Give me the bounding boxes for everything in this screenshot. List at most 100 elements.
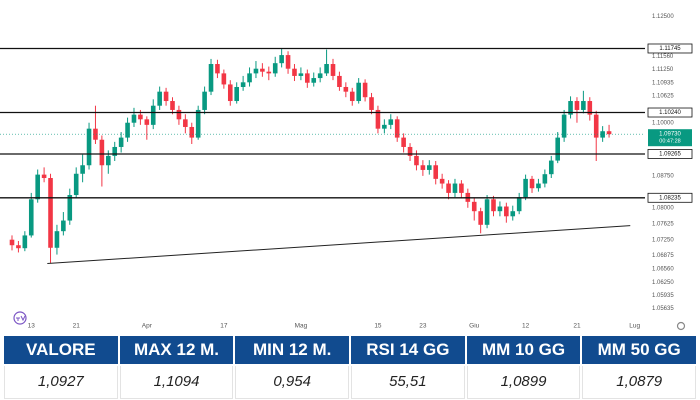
x-tick-label: 15 <box>374 323 382 330</box>
candle-body <box>581 101 586 110</box>
candle-body <box>112 146 118 156</box>
countdown-label: 00:47:28 <box>659 139 680 145</box>
stats-table: VALORE 1,0927 MAX 12 M. 1,1094 MIN 12 M. 0,95… <box>4 336 697 399</box>
candle-body <box>349 91 355 102</box>
x-tick-label: 13 <box>28 323 36 330</box>
candle-body <box>337 75 342 87</box>
candle-body <box>227 84 233 102</box>
candle-body <box>202 91 207 110</box>
table-column: MAX 12 M. 1,1094 <box>119 336 234 399</box>
candle-body <box>317 73 323 79</box>
x-tick-label: 21 <box>73 323 81 330</box>
candle-body <box>369 97 374 110</box>
candle-body <box>54 231 60 248</box>
candle-body <box>497 206 503 212</box>
value-cell: 1,0899 <box>466 366 581 399</box>
candle-body <box>491 199 496 212</box>
y-tick-label: 1.06250 <box>652 280 674 286</box>
y-tick-label: 1.07250 <box>652 237 674 243</box>
candle-body <box>138 114 143 120</box>
candle-body <box>459 183 464 193</box>
trendline <box>47 225 631 265</box>
candle-body <box>510 211 516 217</box>
candle-body <box>176 109 182 120</box>
table-column: RSI 14 GG 55,51 <box>351 336 465 399</box>
candle-body <box>452 183 458 193</box>
y-tick-label: 1.11250 <box>652 67 674 73</box>
candle-body <box>356 82 361 102</box>
last-price-box <box>648 129 692 147</box>
candle-body <box>272 63 278 74</box>
candle-body <box>401 137 406 147</box>
candle-body <box>446 183 451 193</box>
table-column: MM 10 GG 1,0899 <box>466 336 581 399</box>
candle-body <box>516 197 522 212</box>
candle-body <box>542 174 548 184</box>
value-cell: 1,0927 <box>4 366 118 399</box>
header-cell: RSI 14 GG <box>351 336 465 364</box>
candle-body <box>144 119 150 125</box>
candle-body <box>362 82 368 98</box>
candle-body <box>67 195 73 221</box>
candle-body <box>118 137 124 147</box>
level-label-box <box>647 107 693 118</box>
candle-body <box>407 146 413 156</box>
candle-body <box>561 114 567 138</box>
candle-body <box>221 73 227 85</box>
value-cell: 0,954 <box>235 366 350 399</box>
y-tick-label: 1.08750 <box>652 173 674 179</box>
value-cell: 1,0879 <box>582 366 697 399</box>
y-tick-label: 1.12500 <box>652 14 674 20</box>
candle-body <box>536 183 541 189</box>
logo-icon <box>13 311 27 325</box>
x-tick-label: 17 <box>220 323 228 330</box>
y-tick-label: 1.07625 <box>652 221 674 227</box>
candle-body <box>548 160 554 175</box>
candle-body <box>420 165 426 170</box>
y-tick-label: 1.10625 <box>652 94 674 100</box>
candle-body <box>504 206 509 217</box>
candle-body <box>16 245 21 249</box>
candle-body <box>324 64 329 74</box>
x-tick-label: Mag <box>295 323 308 330</box>
candle-body <box>388 119 394 125</box>
y-tick-label: 1.08000 <box>652 205 674 211</box>
header-cell: MIN 12 M. <box>235 336 350 364</box>
value-cell: 55,51 <box>351 366 465 399</box>
candle-body <box>157 91 162 106</box>
chart: 1.12500 1.11560 1.11250 1.10935 1.10625 1.100… <box>0 14 693 331</box>
candle-body <box>266 71 272 74</box>
candle-body <box>555 137 560 161</box>
candle-body <box>478 211 483 225</box>
candle-body <box>99 139 105 166</box>
table-column: MM 50 GG 1,0879 <box>582 336 697 399</box>
candle-body <box>574 101 580 110</box>
candle-body <box>343 86 349 92</box>
candle-body <box>80 165 85 174</box>
level-label-box <box>647 192 693 203</box>
table-column: VALORE 1,0927 <box>4 336 118 399</box>
header-cell: MAX 12 M. <box>119 336 234 364</box>
y-tick-label: 1.06560 <box>652 267 674 273</box>
header-cell: VALORE <box>4 336 118 364</box>
candle-body <box>234 86 239 102</box>
candle-body <box>195 109 201 138</box>
candle-body <box>433 165 439 179</box>
candle-body <box>208 64 214 92</box>
candle-body <box>600 131 605 138</box>
y-tick-label: 1.10000 <box>652 120 674 126</box>
header-cell: MM 50 GG <box>582 336 697 364</box>
candle-body <box>131 114 137 123</box>
x-tick-label: Apr <box>142 323 153 330</box>
header-cell: MM 10 GG <box>466 336 581 364</box>
candle-body <box>189 126 195 138</box>
candle-body <box>163 91 169 102</box>
candle-body <box>414 155 419 166</box>
settings-icon[interactable] <box>676 321 686 331</box>
candle-body <box>35 174 40 200</box>
candle-body <box>427 165 432 170</box>
candle-body <box>41 174 47 179</box>
candle-body <box>253 68 259 74</box>
x-tick-label: 23 <box>419 323 427 330</box>
x-tick-label: Lug <box>629 323 640 330</box>
